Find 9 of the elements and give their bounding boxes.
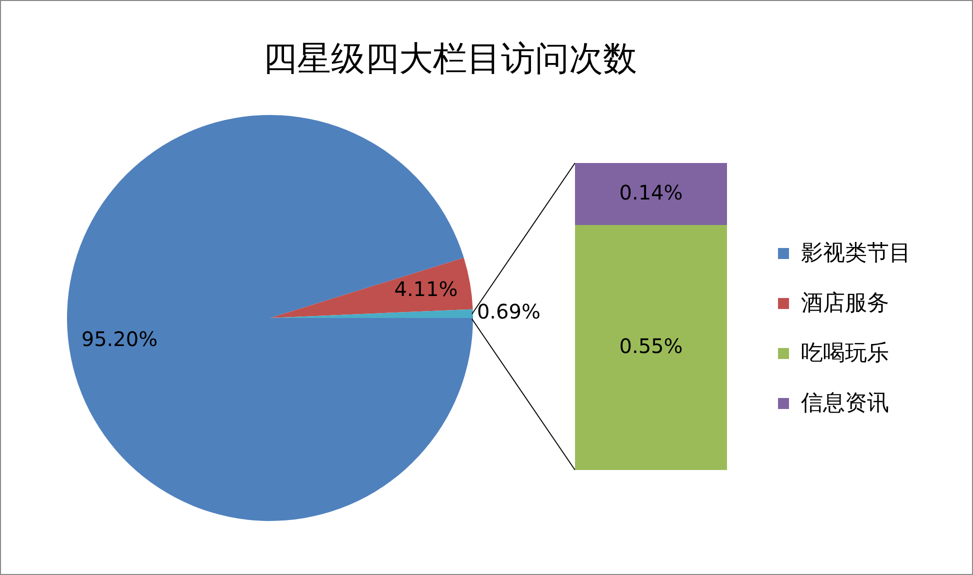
data-label: 4.11% <box>394 277 458 302</box>
legend-label: 信息资讯 <box>801 390 889 418</box>
data-label: 0.14% <box>619 180 683 204</box>
data-label: 0.55% <box>619 334 683 358</box>
legend-label: 吃喝玩乐 <box>801 340 889 368</box>
chart-title: 四星级四大栏目访问次数 <box>262 38 638 81</box>
legend-label: 影视类节目 <box>801 240 911 268</box>
legend-label: 酒店服务 <box>801 290 889 318</box>
data-label: 95.20% <box>81 327 158 352</box>
